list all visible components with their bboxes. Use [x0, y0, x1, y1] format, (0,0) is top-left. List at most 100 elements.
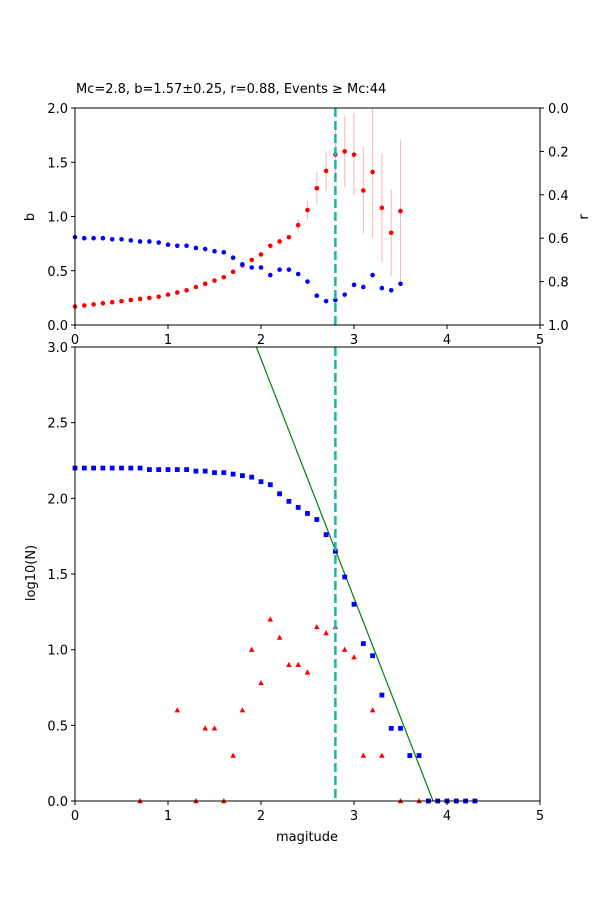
- r-point: [295, 271, 301, 277]
- b-point: [82, 303, 87, 308]
- cumulative-point: [165, 467, 171, 472]
- r-point: [286, 267, 292, 272]
- r-point: [147, 239, 152, 244]
- y-tick-label: 1.0: [47, 211, 68, 226]
- b-point: [314, 185, 320, 191]
- x-tick-label: 4: [443, 809, 451, 824]
- cumulative-point: [379, 692, 385, 698]
- incremental-point: [360, 752, 367, 758]
- cumulative-point: [342, 574, 348, 580]
- cumulative-point: [202, 468, 208, 474]
- incremental-point: [351, 654, 357, 660]
- b-point: [388, 230, 394, 236]
- r-point: [156, 240, 161, 245]
- y-tick-label: 2.0: [47, 102, 68, 117]
- r-point: [323, 298, 329, 304]
- cumulative-point: [295, 505, 301, 510]
- b-point: [370, 169, 375, 175]
- b-point: [361, 188, 366, 193]
- incremental-point: [323, 630, 329, 636]
- x-axis-label: magitude: [276, 830, 338, 845]
- b-point: [258, 252, 264, 257]
- b-point: [323, 168, 329, 174]
- r-point: [258, 265, 264, 270]
- x-tick-label: 2: [257, 809, 265, 824]
- cumulative-point: [91, 465, 96, 471]
- b-point: [295, 222, 301, 228]
- r-point: [305, 279, 310, 284]
- b-point: [137, 296, 143, 302]
- incremental-point: [276, 634, 283, 640]
- incremental-point: [286, 661, 292, 667]
- r-point: [314, 293, 320, 299]
- cumulative-point: [333, 548, 338, 554]
- y-tick-label: 2.5: [47, 417, 68, 432]
- r-point: [82, 235, 87, 241]
- r-point: [268, 272, 273, 278]
- incremental-point: [295, 661, 301, 667]
- b-point: [193, 284, 199, 290]
- cumulative-point: [398, 725, 403, 731]
- cumulative-point: [184, 467, 189, 472]
- b-point: [212, 278, 217, 283]
- x-tick-label: 5: [536, 333, 544, 348]
- y-tick-label: 1.5: [47, 568, 68, 583]
- incremental-point: [304, 669, 311, 675]
- cumulative-point: [305, 511, 310, 516]
- r-point: [277, 267, 282, 272]
- y-tick-label: 0.0: [47, 319, 68, 334]
- y2-tick-label: 0.4: [548, 189, 569, 204]
- plot-frame: [74, 346, 541, 802]
- r-point: [230, 255, 236, 261]
- x-tick-label: 2: [257, 333, 265, 348]
- b-point: [342, 149, 348, 154]
- b-point: [305, 207, 310, 213]
- cumulative-point: [109, 465, 115, 471]
- x-tick-label: 1: [164, 333, 172, 348]
- b-point: [91, 302, 96, 307]
- y-tick-label: 1.5: [47, 156, 68, 171]
- r-point: [165, 242, 171, 248]
- r-point: [342, 292, 348, 297]
- r-point: [351, 282, 357, 288]
- r-point: [212, 248, 217, 254]
- incremental-point: [211, 725, 218, 731]
- incremental-point: [314, 623, 320, 630]
- y-tick-label: 0.0: [47, 795, 68, 810]
- cumulative-point: [351, 601, 357, 607]
- cumulative-point: [258, 479, 264, 485]
- cumulative-point: [137, 465, 143, 471]
- r-point: [370, 272, 375, 278]
- cumulative-point: [240, 473, 245, 479]
- cumulative-point: [407, 753, 413, 758]
- r-point: [137, 239, 143, 244]
- b-point: [147, 295, 152, 301]
- cumulative-point: [370, 653, 375, 659]
- r-point: [249, 265, 254, 270]
- y-tick-label: 2.0: [47, 492, 68, 507]
- b-point: [398, 208, 403, 214]
- series-marks: [72, 346, 478, 804]
- y2-tick-label: 0.0: [548, 102, 569, 117]
- y-tick-label: 3.0: [47, 341, 68, 356]
- incremental-point: [174, 707, 181, 713]
- gr-fit-line: [255, 346, 434, 802]
- b-point: [286, 234, 292, 240]
- r-point: [91, 235, 96, 241]
- incremental-point: [379, 752, 385, 758]
- y-axis-label-log10n: log10(N): [24, 545, 39, 601]
- r-point: [119, 236, 124, 242]
- b-point: [268, 243, 273, 249]
- b-point: [202, 281, 208, 287]
- cumulative-point: [416, 753, 422, 758]
- y2-tick-label: 0.6: [548, 232, 569, 247]
- x-tick-label: 0: [71, 809, 79, 824]
- r-point: [361, 284, 366, 290]
- cumulative-point: [388, 725, 394, 731]
- frequency-magnitude-panel: log10(N) magitude 0 1 2 3 4 5 0.0 0.5 1.0 1.5 2.0 2…: [24, 341, 544, 845]
- cumulative-point: [230, 471, 236, 477]
- r-point: [193, 245, 199, 251]
- r-point: [109, 236, 115, 242]
